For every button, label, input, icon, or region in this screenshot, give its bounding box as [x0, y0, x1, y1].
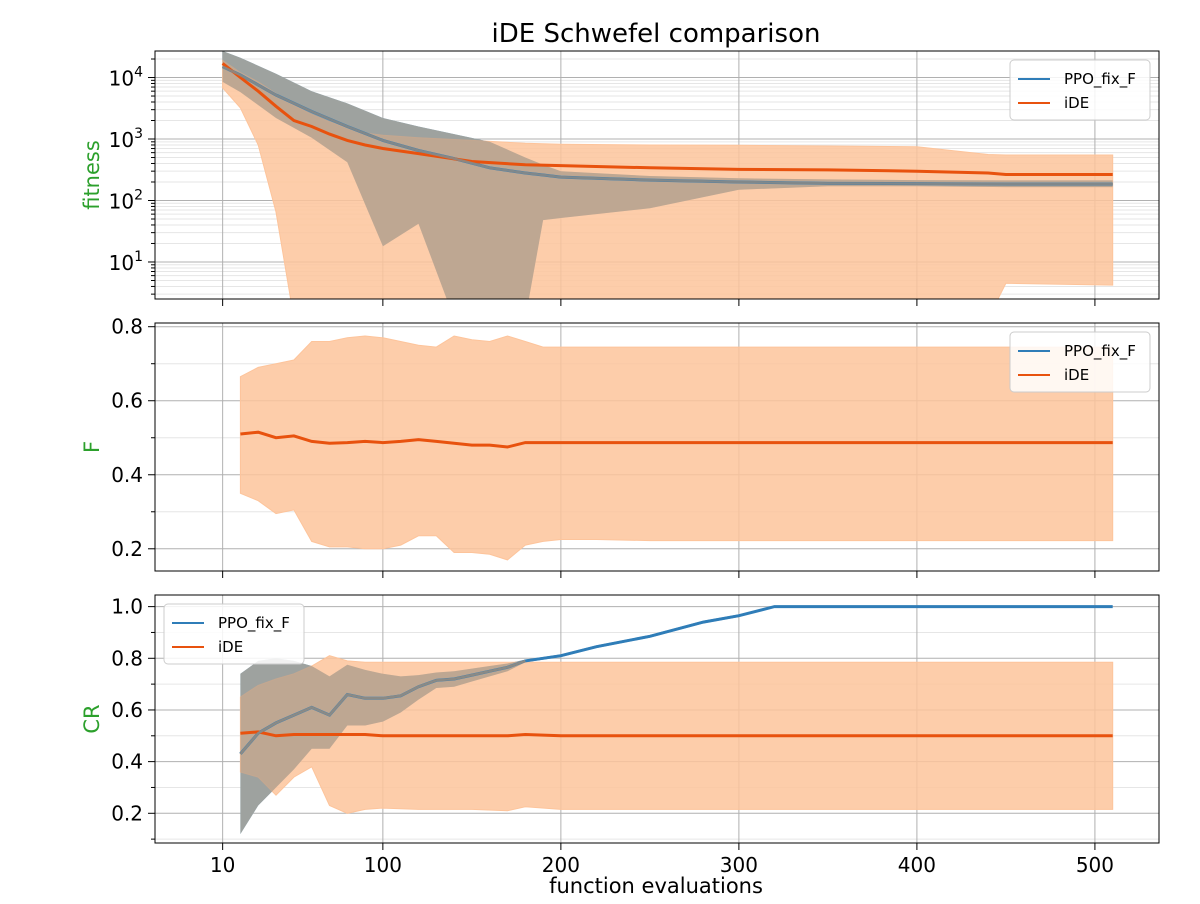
axes-frame: [154, 50, 1160, 300]
legend-label: iDE: [1064, 366, 1089, 384]
plot-area: [239, 335, 1114, 561]
y-tick-label: 101: [109, 249, 143, 275]
y-tick-label: 1.0: [111, 595, 143, 619]
x-axis-label: function evaluations: [549, 874, 763, 898]
legend-label: PPO_fix_F: [1064, 342, 1136, 361]
panel-fitness: 101 102 103 104 fitness PPO_fix_F iDE: [80, 50, 1160, 306]
y-tick-label: 0.2: [111, 537, 143, 561]
line-ppo-fix-f-muted: [239, 659, 526, 755]
y-tick-label: 0.6: [111, 389, 143, 413]
legend: PPO_fix_F iDE: [1009, 59, 1151, 121]
plot-area: [239, 605, 1114, 834]
line-ppo-fix-f-muted: [222, 65, 1113, 186]
y-axis-label: fitness: [80, 140, 104, 210]
x-tick-label: 500: [1076, 853, 1114, 877]
y-tick-label: 0.6: [111, 698, 143, 722]
y-tick-label: 0.4: [111, 750, 143, 774]
y-tick-label: 103: [109, 126, 143, 152]
line-ide: [240, 430, 1113, 449]
legend-box: [163, 603, 305, 665]
line-ide: [240, 730, 1113, 738]
band-overlap: [222, 51, 1113, 299]
x-tick-label: 100: [364, 853, 402, 877]
legend-label: iDE: [218, 638, 243, 656]
legend-box: [1009, 59, 1151, 121]
panel-F: 0.2 0.4 0.6 0.8 F PPO_fix_F iDE: [80, 315, 1160, 578]
y-tick-label: 102: [109, 187, 143, 213]
y-tick-label: 0.4: [111, 463, 143, 487]
panel-CR: 0.2 0.4 0.6 0.8 1.0 10 100 200 300 400 500 CR PPO_fi…: [80, 594, 1160, 877]
y-tick-label: 0.8: [111, 315, 143, 339]
legend: PPO_fix_F iDE: [163, 603, 305, 665]
legend-label: PPO_fix_F: [1064, 70, 1136, 89]
y-axis-label: F: [80, 441, 104, 453]
x-tick-label: 10: [210, 853, 235, 877]
legend: PPO_fix_F iDE: [1009, 331, 1151, 393]
chart-title: iDE Schwefel comparison: [492, 19, 821, 49]
x-tick-label: 400: [898, 853, 936, 877]
axes-frame: [154, 322, 1160, 572]
axes-frame: [154, 594, 1160, 844]
band-ide: [239, 335, 1114, 561]
legend-box: [1009, 331, 1151, 393]
x-tick-label: 300: [720, 853, 758, 877]
legend-label: PPO_fix_F: [218, 614, 290, 633]
y-tick-label: 0.8: [111, 646, 143, 670]
legend-label: iDE: [1064, 94, 1089, 112]
plot-area: [221, 51, 1114, 299]
y-tick-label: 104: [109, 65, 143, 91]
y-tick-label: 0.2: [111, 801, 143, 825]
x-tick-label: 200: [542, 853, 580, 877]
y-axis-label: CR: [80, 704, 104, 733]
line-ide: [221, 62, 1113, 176]
